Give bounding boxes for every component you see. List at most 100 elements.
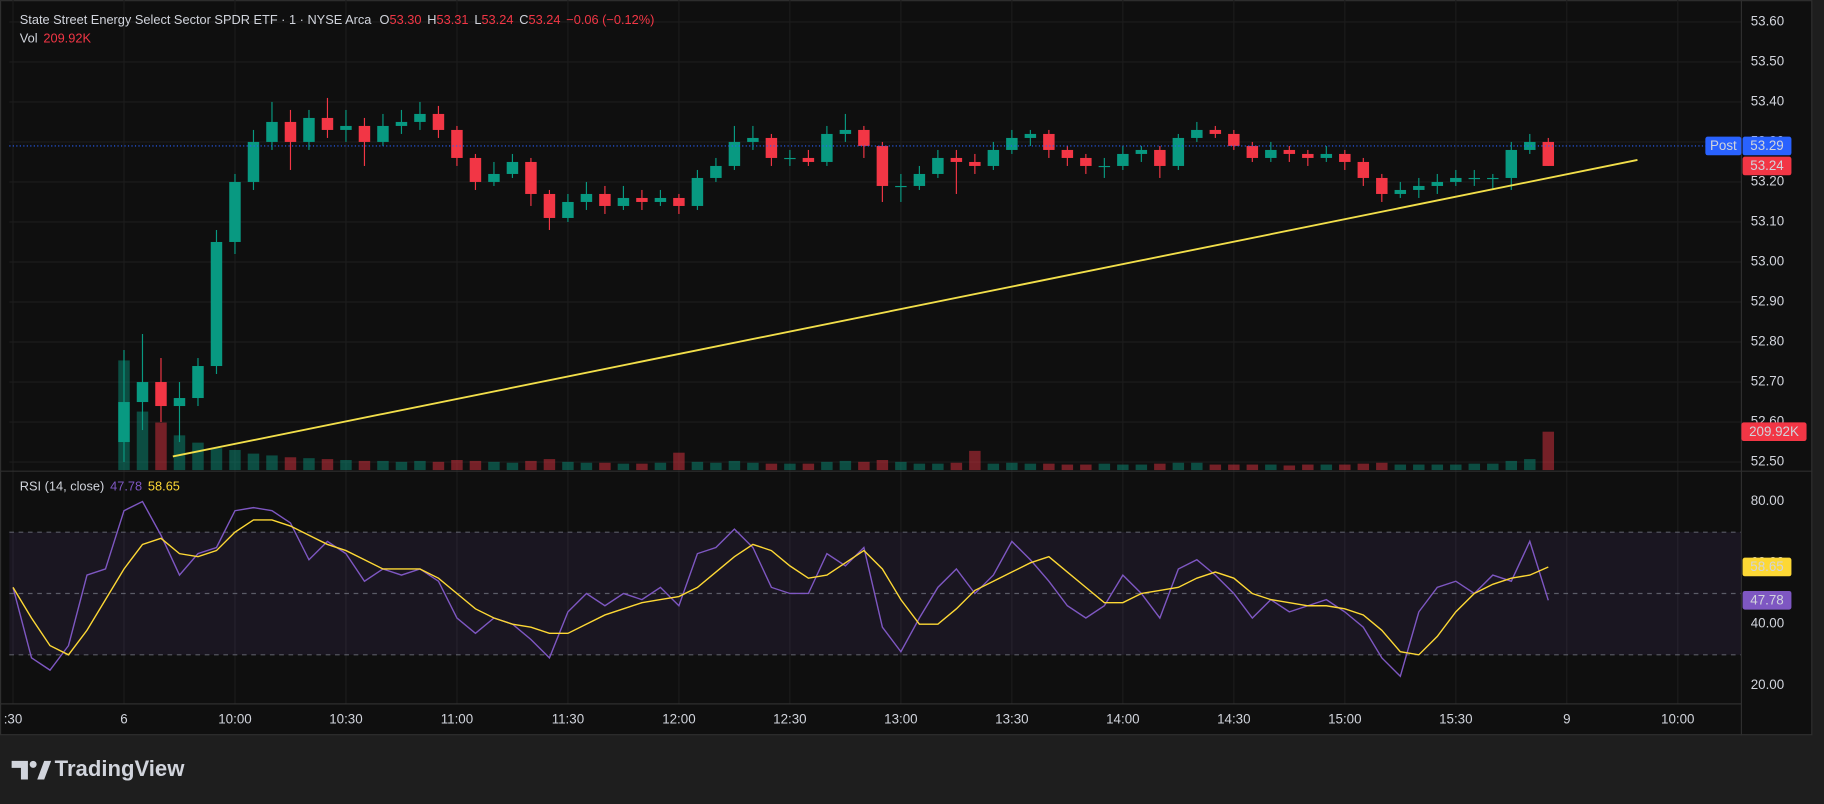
x-tick-label: 15:30 <box>1439 712 1472 727</box>
candle-body <box>414 113 426 122</box>
candle-body <box>1505 149 1518 178</box>
brand-logo <box>11 760 52 780</box>
candle-body <box>1246 145 1259 158</box>
volume-bar <box>747 462 759 471</box>
chart-legend: State Street Energy Select Sector SPDR E… <box>20 12 655 27</box>
last-price-label-box <box>1742 156 1792 176</box>
volume-bar <box>1061 464 1074 471</box>
candle-body <box>1080 157 1092 166</box>
volume-bar <box>1117 464 1129 471</box>
candle-body <box>599 193 611 206</box>
candle-body <box>1154 149 1166 166</box>
candle-body <box>821 133 833 162</box>
candle-body <box>765 137 778 158</box>
volume-bar <box>1043 463 1055 471</box>
candle-body <box>321 117 334 130</box>
x-tick-label: 15:00 <box>1328 712 1361 727</box>
candle-body <box>395 121 408 126</box>
x-tick-label: 6 <box>120 712 127 727</box>
legend-key: O <box>380 12 390 27</box>
legend-value: 53.31 <box>437 12 469 27</box>
candle-body <box>562 201 574 218</box>
volume-bar <box>469 460 482 471</box>
volume-bar <box>1468 463 1481 471</box>
volume-bar <box>1283 465 1296 471</box>
y-tick-label: 40.00 <box>1751 616 1784 631</box>
volume-bar <box>932 463 944 471</box>
legend-value: 47.78 <box>110 479 142 494</box>
volume-bar <box>414 460 426 471</box>
volume-bar <box>895 461 907 471</box>
volume-bar <box>1431 464 1444 471</box>
candle-body <box>1172 137 1185 166</box>
volume-bar <box>858 461 870 471</box>
volume-bar <box>802 463 815 471</box>
volume-bar <box>617 463 630 471</box>
legend-value: 58.65 <box>148 479 180 494</box>
candle-body <box>1413 185 1425 190</box>
volume-bar <box>1024 463 1037 471</box>
candle-body <box>1265 149 1277 158</box>
candle-body <box>1098 165 1111 168</box>
rsi-value-label: 58.65 <box>1750 559 1783 574</box>
volume-bar <box>969 450 981 471</box>
candle-body <box>1209 129 1222 134</box>
volume-bar <box>1413 464 1425 471</box>
legend-value: 53.24 <box>481 12 513 27</box>
candle-body <box>673 197 685 206</box>
candle-body <box>506 161 519 174</box>
rsi-value-label-box <box>1742 557 1792 577</box>
x-tick-label: 14:00 <box>1106 712 1139 727</box>
candle-body <box>284 121 297 142</box>
y-tick-label: 52.50 <box>1751 454 1784 469</box>
candle-body <box>488 173 500 182</box>
overlay-layer <box>9 145 1742 458</box>
rsi-legend: RSI (14, close) 47.78 58.65 <box>20 479 180 494</box>
volume-bar <box>173 435 186 471</box>
candle-body <box>377 125 389 142</box>
volume-bar <box>636 463 648 471</box>
volume-bar <box>284 457 297 471</box>
legend-key: H <box>427 12 436 27</box>
volume-bar <box>1339 464 1351 471</box>
data-layer <box>12 97 1555 678</box>
candle-body <box>1024 133 1037 138</box>
x-tick-label: 10:00 <box>1661 712 1694 727</box>
volume-bar <box>247 453 260 471</box>
candle-body <box>1487 177 1499 180</box>
candle-body <box>1043 133 1055 150</box>
logo-glyph <box>37 760 52 780</box>
rsi-line <box>12 519 1549 656</box>
y-tick-label: 53.00 <box>1751 254 1784 269</box>
volume-bar <box>1228 464 1240 471</box>
last-volume-label: 209.92K <box>1749 424 1799 439</box>
candle-body <box>1191 129 1203 138</box>
volume-bar <box>1357 463 1370 471</box>
candle-body <box>1431 181 1444 186</box>
candle-body <box>173 398 186 407</box>
volume-bar <box>543 459 556 471</box>
volume-bar <box>784 463 796 471</box>
x-tick-label: 10:30 <box>329 712 362 727</box>
candle-body <box>229 181 241 242</box>
candle-body <box>950 157 963 162</box>
x-tick-label: :30 <box>4 712 23 727</box>
volume-bar <box>358 460 371 471</box>
candle-body <box>1228 133 1240 146</box>
candle-body <box>266 121 278 142</box>
volume-bar <box>395 461 408 471</box>
candle-body <box>1542 141 1555 166</box>
x-tick-label: 10:00 <box>218 712 251 727</box>
candle-body <box>358 125 371 142</box>
candle-body <box>247 141 260 182</box>
volume-bar <box>691 461 704 471</box>
volume-bar <box>321 459 334 471</box>
candle-body <box>432 113 445 130</box>
candle-body <box>580 193 593 202</box>
volume-bar <box>1172 462 1185 471</box>
volume-bar <box>839 460 852 471</box>
candle-body <box>1283 149 1296 154</box>
volume-bar <box>432 461 445 471</box>
candle-body <box>747 137 759 142</box>
volume-bar <box>1209 464 1222 471</box>
